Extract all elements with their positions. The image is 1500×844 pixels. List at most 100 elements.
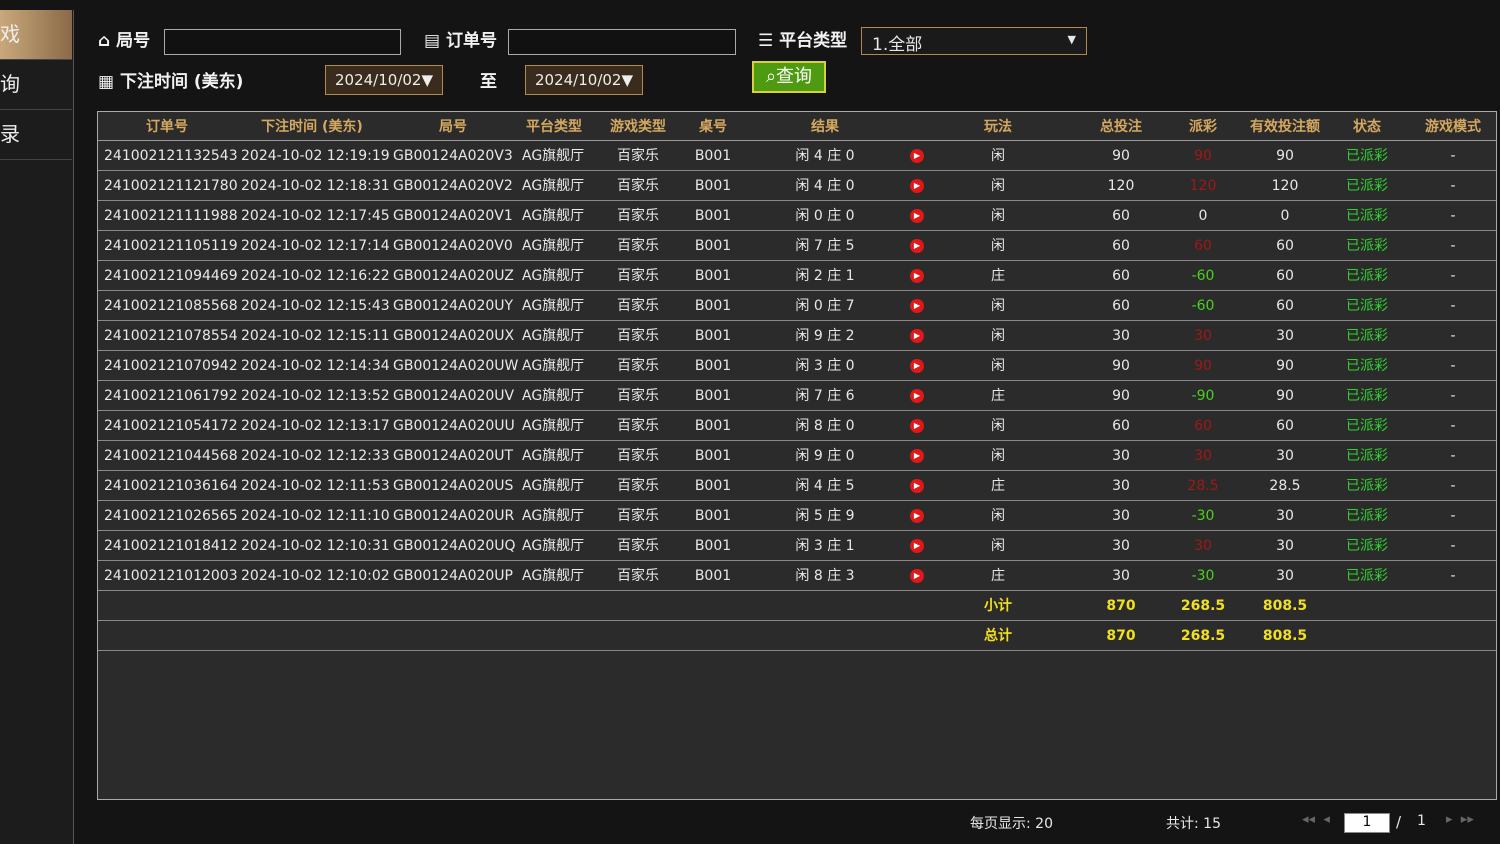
table-cell: B001 — [694, 418, 732, 434]
page-input[interactable]: 1 — [1344, 813, 1390, 833]
total-value: 870 — [1106, 628, 1136, 644]
column-header: 结果 — [811, 119, 839, 135]
column-header: 桌号 — [699, 119, 727, 135]
table-cell: AG旗舰厅 — [522, 298, 585, 314]
table-cell: 30 — [1276, 448, 1294, 464]
table-cell: 241002121044568 — [104, 448, 238, 464]
video-icon: ▶ — [910, 569, 924, 583]
row-divider — [98, 260, 1496, 261]
label-text: 订单号 — [445, 31, 497, 51]
button-text: 查询 — [776, 66, 813, 87]
table-cell: AG旗舰厅 — [522, 538, 585, 554]
platform-select[interactable]: 1.全部 ▼ — [861, 27, 1087, 55]
column-header: 状态 — [1353, 119, 1381, 135]
video-icon: ▶ — [910, 509, 924, 523]
row-divider — [98, 650, 1496, 651]
column-header: 平台类型 — [526, 119, 582, 135]
table-cell: 60 — [1112, 268, 1130, 284]
per-page: 每页显示: 20 — [970, 816, 1053, 832]
table-cell: 闲 — [991, 178, 1005, 194]
table-cell: -90 — [1191, 388, 1215, 404]
table-cell: AG旗舰厅 — [522, 418, 585, 434]
table-cell: GB00124A020UQ — [393, 538, 516, 554]
table-cell: 2024-10-02 12:15:43 — [241, 298, 390, 314]
table-cell: 241002121105119 — [104, 238, 238, 254]
table-cell: 28.5 — [1187, 478, 1219, 494]
date-to[interactable]: 2024/10/02▼ — [525, 65, 643, 95]
table-cell: B001 — [694, 538, 732, 554]
table-cell: 百家乐 — [617, 178, 659, 194]
round-input[interactable] — [164, 29, 401, 55]
table-cell: 90 — [1194, 358, 1212, 374]
table-cell: 闲 9 庄 2 — [795, 328, 855, 344]
table-cell: 241002121018412 — [104, 538, 238, 554]
sidebar-item[interactable]: 录 — [0, 110, 72, 160]
row-divider — [98, 200, 1496, 201]
video-icon: ▶ — [910, 179, 924, 193]
table-cell: 已派彩 — [1346, 268, 1388, 284]
table-cell: 90 — [1194, 148, 1212, 164]
table-cell: - — [1450, 418, 1456, 434]
table-cell: -60 — [1191, 268, 1215, 284]
table-cell: 2024-10-02 12:19:19 — [241, 148, 390, 164]
order-input[interactable] — [508, 29, 736, 55]
table-cell: 已派彩 — [1346, 538, 1388, 554]
table-cell: 2024-10-02 12:14:34 — [241, 358, 390, 374]
total-value: 268.5 — [1180, 628, 1226, 644]
date-from[interactable]: 2024/10/02▼ — [325, 65, 443, 95]
table-cell: 2024-10-02 12:13:17 — [241, 418, 390, 434]
table-cell: 2024-10-02 12:11:10 — [241, 508, 390, 524]
table-cell: 2024-10-02 12:10:31 — [241, 538, 390, 554]
table-cell: 闲 4 庄 0 — [795, 178, 855, 194]
table-cell: AG旗舰厅 — [522, 178, 585, 194]
table-cell: 2024-10-02 12:17:14 — [241, 238, 390, 254]
table-cell: B001 — [694, 178, 732, 194]
table-cell: 30 — [1112, 568, 1130, 584]
table-cell: -30 — [1191, 508, 1215, 524]
table-cell: 百家乐 — [617, 388, 659, 404]
subtotal-value: 268.5 — [1180, 598, 1226, 614]
table-cell: - — [1450, 388, 1456, 404]
record-count: 共计: 15 — [1166, 816, 1221, 832]
table-cell: AG旗舰厅 — [522, 208, 585, 224]
sidebar — [0, 10, 74, 844]
video-icon: ▶ — [910, 479, 924, 493]
table-cell: 30 — [1112, 538, 1130, 554]
pager-prev[interactable]: ◂◂ ◂ — [1302, 812, 1330, 827]
table-cell: 2024-10-02 12:15:11 — [241, 328, 390, 344]
table-cell: 120 — [1107, 178, 1135, 194]
table-cell: GB00124A020UY — [393, 298, 514, 314]
table-cell: - — [1450, 208, 1456, 224]
table-cell: 闲 — [991, 298, 1005, 314]
search-button[interactable]: ⌕查询 — [752, 61, 826, 93]
subtotal-value: 808.5 — [1262, 598, 1308, 614]
sidebar-item[interactable]: 询 — [0, 60, 72, 110]
pager-next[interactable]: ▸ ▸▸ — [1446, 812, 1474, 827]
row-divider — [98, 440, 1496, 441]
table-cell: 闲 — [991, 508, 1005, 524]
table-cell: 闲 5 庄 9 — [795, 508, 855, 524]
table-cell: 2024-10-02 12:11:53 — [241, 478, 390, 494]
table-cell: 60 — [1112, 238, 1130, 254]
table-cell: 241002121132543 — [104, 148, 238, 164]
table-cell: GB00124A020US — [393, 478, 514, 494]
table-cell: 庄 — [991, 388, 1005, 404]
table-cell: B001 — [694, 328, 732, 344]
table-cell: 百家乐 — [617, 358, 659, 374]
video-icon: ▶ — [910, 149, 924, 163]
subtotal-value: 870 — [1106, 598, 1136, 614]
table-cell: AG旗舰厅 — [522, 508, 585, 524]
page-separator: / — [1396, 813, 1402, 831]
table-cell: 闲 — [991, 538, 1005, 554]
row-divider — [98, 530, 1496, 531]
table-cell: B001 — [694, 568, 732, 584]
row-divider — [98, 320, 1496, 321]
column-header: 局号 — [439, 119, 467, 135]
table-cell: GB00124A020UW — [393, 358, 519, 374]
table-cell: 2024-10-02 12:13:52 — [241, 388, 390, 404]
sidebar-item[interactable]: 戏 — [0, 10, 72, 60]
row-divider — [98, 170, 1496, 171]
table-cell: 30 — [1194, 538, 1212, 554]
table-cell: AG旗舰厅 — [522, 148, 585, 164]
table-cell: 241002121085568 — [104, 298, 238, 314]
